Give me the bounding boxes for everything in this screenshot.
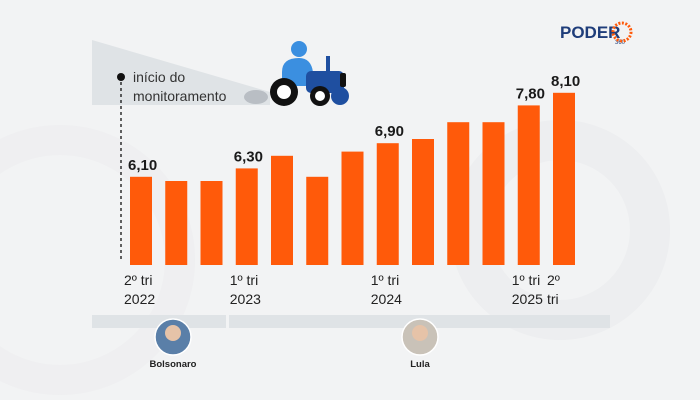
bar [200, 181, 223, 265]
x-tick-label: 2022 [124, 291, 155, 307]
bar [482, 122, 505, 265]
x-tick-label: 2024 [371, 291, 402, 307]
period-name: Bolsonaro [150, 359, 197, 370]
annotation-line2: monitoramento [133, 88, 227, 104]
poder360-logo: PODER 360 [560, 21, 633, 46]
period-band [92, 315, 226, 328]
bar [517, 105, 540, 266]
farmer-icon [291, 41, 307, 57]
bar [412, 139, 434, 265]
tractor-icon [244, 41, 349, 106]
bar [130, 176, 152, 265]
face-icon [412, 325, 428, 341]
bar [341, 151, 364, 265]
bar [447, 122, 470, 265]
bar [165, 181, 188, 265]
data-label: 6,10 [128, 157, 157, 174]
bar [553, 92, 575, 265]
svg-text:PODER: PODER [560, 23, 620, 42]
face-icon [165, 325, 181, 341]
bar [306, 176, 329, 265]
data-label: 6,30 [234, 148, 263, 165]
monitoring-start-dot [117, 73, 125, 81]
x-tick-label: 1º tri [230, 272, 258, 288]
x-tick-label: 1º tri [512, 272, 540, 288]
x-tick-label: 2º tri [124, 272, 152, 288]
period-name: Lula [410, 359, 430, 370]
data-label: 8,10 [551, 73, 580, 90]
x-tick-label: 2º [547, 272, 560, 288]
x-tick-label: tri [547, 291, 559, 307]
x-tick-label: 2023 [230, 291, 261, 307]
bar [235, 168, 258, 265]
annotation-line1: início do [133, 69, 185, 85]
data-label: 7,80 [516, 85, 545, 102]
bar [376, 143, 399, 265]
x-tick-label: 1º tri [371, 272, 399, 288]
x-tick-label: 2025 [512, 291, 543, 307]
svg-text:360: 360 [615, 40, 626, 46]
monitoring-wedge [92, 40, 270, 105]
data-label: 6,90 [375, 123, 404, 140]
bar [271, 155, 293, 265]
